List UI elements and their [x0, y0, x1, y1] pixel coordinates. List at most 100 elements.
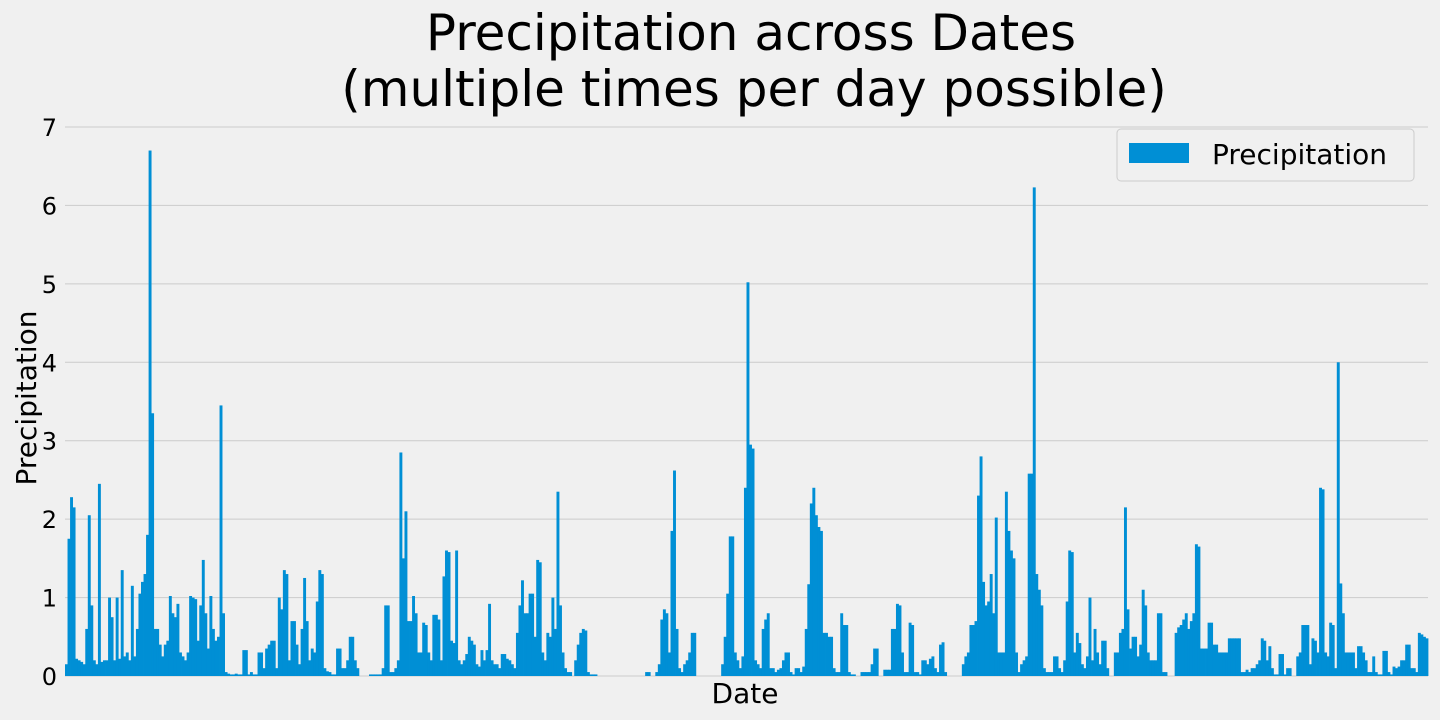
bar-355: [964, 656, 968, 676]
bar-69: [239, 674, 243, 676]
bar-135: [407, 621, 410, 676]
bar-53: [199, 605, 203, 676]
bar-294: [809, 503, 813, 676]
bar-49: [189, 596, 193, 676]
bar-507: [1349, 652, 1353, 676]
bar-186: [536, 559, 540, 676]
bar-275: [761, 628, 765, 676]
bar-301: [827, 636, 831, 676]
bar-291: [802, 666, 806, 676]
bar-414: [1113, 652, 1117, 676]
bar-26: [130, 585, 134, 676]
bar-121: [371, 674, 375, 676]
bar-246: [688, 652, 692, 676]
bar-421: [1131, 636, 1135, 676]
bar-406: [1093, 628, 1097, 676]
bar-459: [1227, 638, 1231, 676]
bar-392: [1058, 668, 1062, 676]
bar-136: [409, 621, 413, 676]
bar-142: [424, 625, 428, 676]
bar-241: [675, 628, 679, 676]
bar-129: [391, 672, 395, 676]
bar-72: [247, 674, 251, 676]
bar-393: [1060, 672, 1064, 676]
bar-478: [1275, 674, 1279, 676]
legend-label-precipitation: Precipitation: [1212, 138, 1387, 171]
bar-361: [979, 456, 983, 676]
bar-483: [1288, 668, 1292, 676]
bar-411: [1106, 668, 1110, 676]
bar-467: [1248, 672, 1252, 676]
bar-513: [1364, 660, 1368, 676]
bar-76: [257, 652, 261, 676]
bar-326: [890, 628, 894, 676]
bar-102: [323, 668, 327, 676]
bar-264: [733, 652, 737, 676]
bar-430: [1154, 660, 1158, 676]
bar-52: [196, 640, 200, 676]
bar-32: [146, 534, 149, 676]
bar-445: [1192, 613, 1196, 676]
bar-316: [865, 672, 869, 676]
bar-293: [807, 584, 811, 676]
bar-422: [1134, 636, 1138, 676]
bar-420: [1129, 648, 1132, 676]
bar-433: [1161, 672, 1165, 676]
bar-526: [1397, 666, 1401, 676]
bar-6: [80, 661, 84, 676]
bar-454: [1215, 644, 1219, 676]
bar-11: [92, 660, 96, 676]
bar-series-precipitation: [65, 150, 1429, 676]
bar-501: [1334, 668, 1338, 676]
bar-10: [90, 605, 94, 676]
bar-20: [115, 597, 119, 676]
chart-title-line-2: (multiple times per day possible): [341, 60, 1167, 118]
bar-295: [812, 487, 816, 676]
bar-120: [369, 674, 372, 676]
bar-383: [1035, 574, 1039, 676]
bar-55: [204, 613, 208, 676]
bar-239: [670, 530, 674, 676]
bar-424: [1139, 644, 1143, 676]
bar-123: [376, 674, 380, 676]
bar-122: [374, 674, 378, 676]
bar-94: [303, 577, 307, 676]
bar-464: [1240, 672, 1244, 676]
bar-419: [1126, 609, 1130, 676]
bar-335: [913, 672, 917, 676]
bar-283: [781, 660, 785, 676]
bar-114: [353, 660, 357, 676]
bar-285: [787, 652, 790, 676]
bar-60: [217, 636, 220, 676]
bar-203: [579, 632, 583, 676]
bar-416: [1118, 632, 1122, 676]
bar-172: [500, 654, 504, 676]
bar-429: [1151, 660, 1155, 676]
bar-314: [860, 672, 864, 676]
bar-262: [728, 536, 732, 676]
bar-442: [1184, 613, 1188, 676]
bar-33: [148, 150, 152, 676]
bar-204: [581, 628, 585, 676]
bar-230: [647, 672, 651, 676]
bar-103: [325, 671, 329, 676]
bar-522: [1387, 672, 1391, 676]
bar-324: [885, 669, 889, 676]
bar-240: [673, 470, 676, 676]
bar-23: [123, 656, 127, 676]
bar-388: [1047, 672, 1051, 676]
bar-90: [293, 621, 296, 676]
bar-169: [493, 664, 497, 676]
bar-515: [1369, 672, 1373, 676]
bar-130: [394, 668, 398, 676]
bar-93: [300, 628, 304, 676]
bar-520: [1382, 650, 1386, 676]
bar-296: [814, 515, 818, 676]
bar-181: [523, 613, 527, 676]
bar-289: [797, 668, 801, 676]
bar-511: [1359, 646, 1363, 676]
bar-171: [498, 668, 502, 676]
chart-title-line-1: Precipitation across Dates: [426, 4, 1076, 62]
bar-155: [457, 660, 461, 676]
bar-145: [432, 614, 436, 676]
